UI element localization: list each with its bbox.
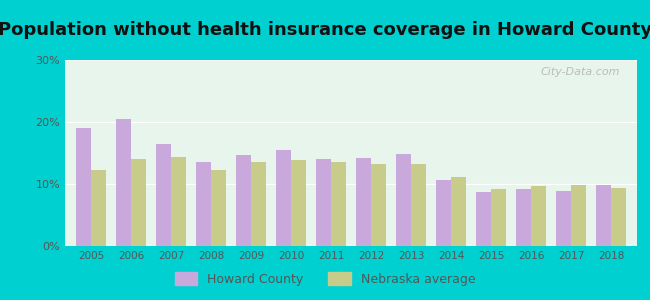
Bar	[356, 158, 371, 246]
Bar	[571, 185, 586, 246]
Text: City-Data.com: City-Data.com	[540, 68, 620, 77]
Bar	[236, 155, 251, 246]
Bar	[316, 159, 331, 246]
Bar	[596, 185, 611, 246]
Bar	[476, 192, 491, 246]
Bar	[556, 191, 571, 246]
Bar	[331, 162, 346, 246]
Bar	[291, 160, 306, 246]
Bar	[611, 188, 626, 246]
Bar	[451, 177, 466, 246]
Bar	[131, 159, 146, 246]
Bar	[371, 164, 386, 246]
Bar	[171, 157, 186, 246]
Bar	[411, 164, 426, 246]
Bar	[531, 186, 546, 246]
Bar	[516, 189, 531, 246]
Bar	[491, 189, 506, 246]
Bar	[251, 162, 266, 246]
Bar	[396, 154, 411, 246]
Bar	[436, 180, 451, 246]
Bar	[196, 162, 211, 246]
Text: Population without health insurance coverage in Howard County: Population without health insurance cove…	[0, 21, 650, 39]
Bar	[76, 128, 91, 246]
Bar	[156, 144, 171, 246]
Legend: Howard County, Nebraska average: Howard County, Nebraska average	[170, 267, 480, 291]
Bar	[211, 170, 226, 246]
Bar	[276, 150, 291, 246]
Bar	[91, 170, 106, 246]
Bar	[116, 119, 131, 246]
